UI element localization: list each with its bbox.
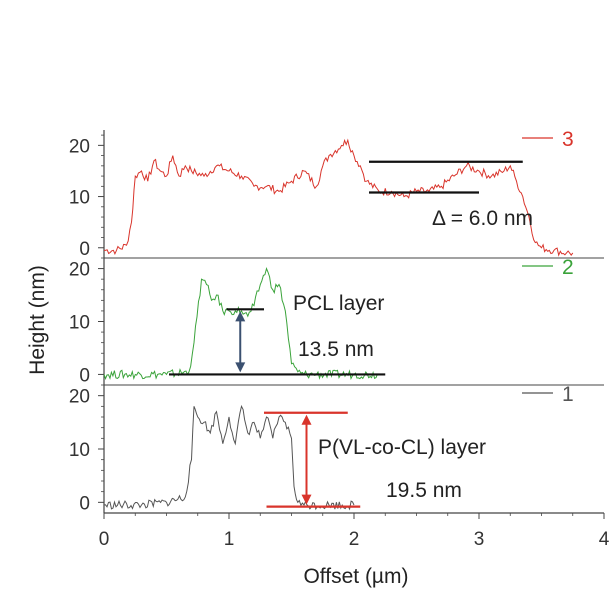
traces-layer: [103, 138, 574, 511]
x-tick-label: 2: [349, 529, 360, 550]
x-tick-label: 1: [224, 529, 235, 550]
pvl-layer-label: P(VL-co-CL) layer: [318, 436, 486, 459]
y-axis-title: Height (nm): [26, 265, 49, 375]
legend-label-1: 1: [562, 383, 574, 406]
y-tick-label: 10: [69, 188, 90, 209]
x-tick-label: 0: [99, 529, 110, 550]
y-tick-label: 20: [69, 387, 90, 408]
pcl-layer-label: PCL layer: [293, 292, 384, 315]
y-tick-label: 0: [79, 239, 90, 260]
delta-annotation: Δ = 6.0 nm: [432, 207, 533, 230]
annotation-marks-layer: [169, 160, 523, 508]
y-tick-label: 20: [69, 136, 90, 157]
legend-label-3: 3: [562, 128, 574, 151]
pcl-arrow-head-up: [235, 311, 246, 322]
y-tick-label: 20: [69, 260, 90, 281]
pcl-arrow-head-down: [235, 362, 246, 373]
pcl-height-label: 13.5 nm: [298, 338, 374, 361]
y-tick-label: 10: [69, 313, 90, 334]
pvl-arrow-head-up: [301, 414, 312, 425]
pvl-arrow-head-down: [301, 494, 312, 505]
x-axis-title: Offset (µm): [303, 565, 408, 588]
y-tick-label: 10: [69, 440, 90, 461]
y-tick-label: 0: [79, 365, 90, 386]
legend-label-2: 2: [562, 256, 574, 279]
x-tick-label: 4: [599, 529, 610, 550]
series-line-3: [103, 138, 574, 257]
y-tick-label: 0: [79, 493, 90, 514]
x-tick-label: 3: [474, 529, 485, 550]
series-line-2: [103, 267, 380, 380]
series-line-1: [103, 404, 355, 511]
pvl-height-label: 19.5 nm: [386, 479, 462, 502]
